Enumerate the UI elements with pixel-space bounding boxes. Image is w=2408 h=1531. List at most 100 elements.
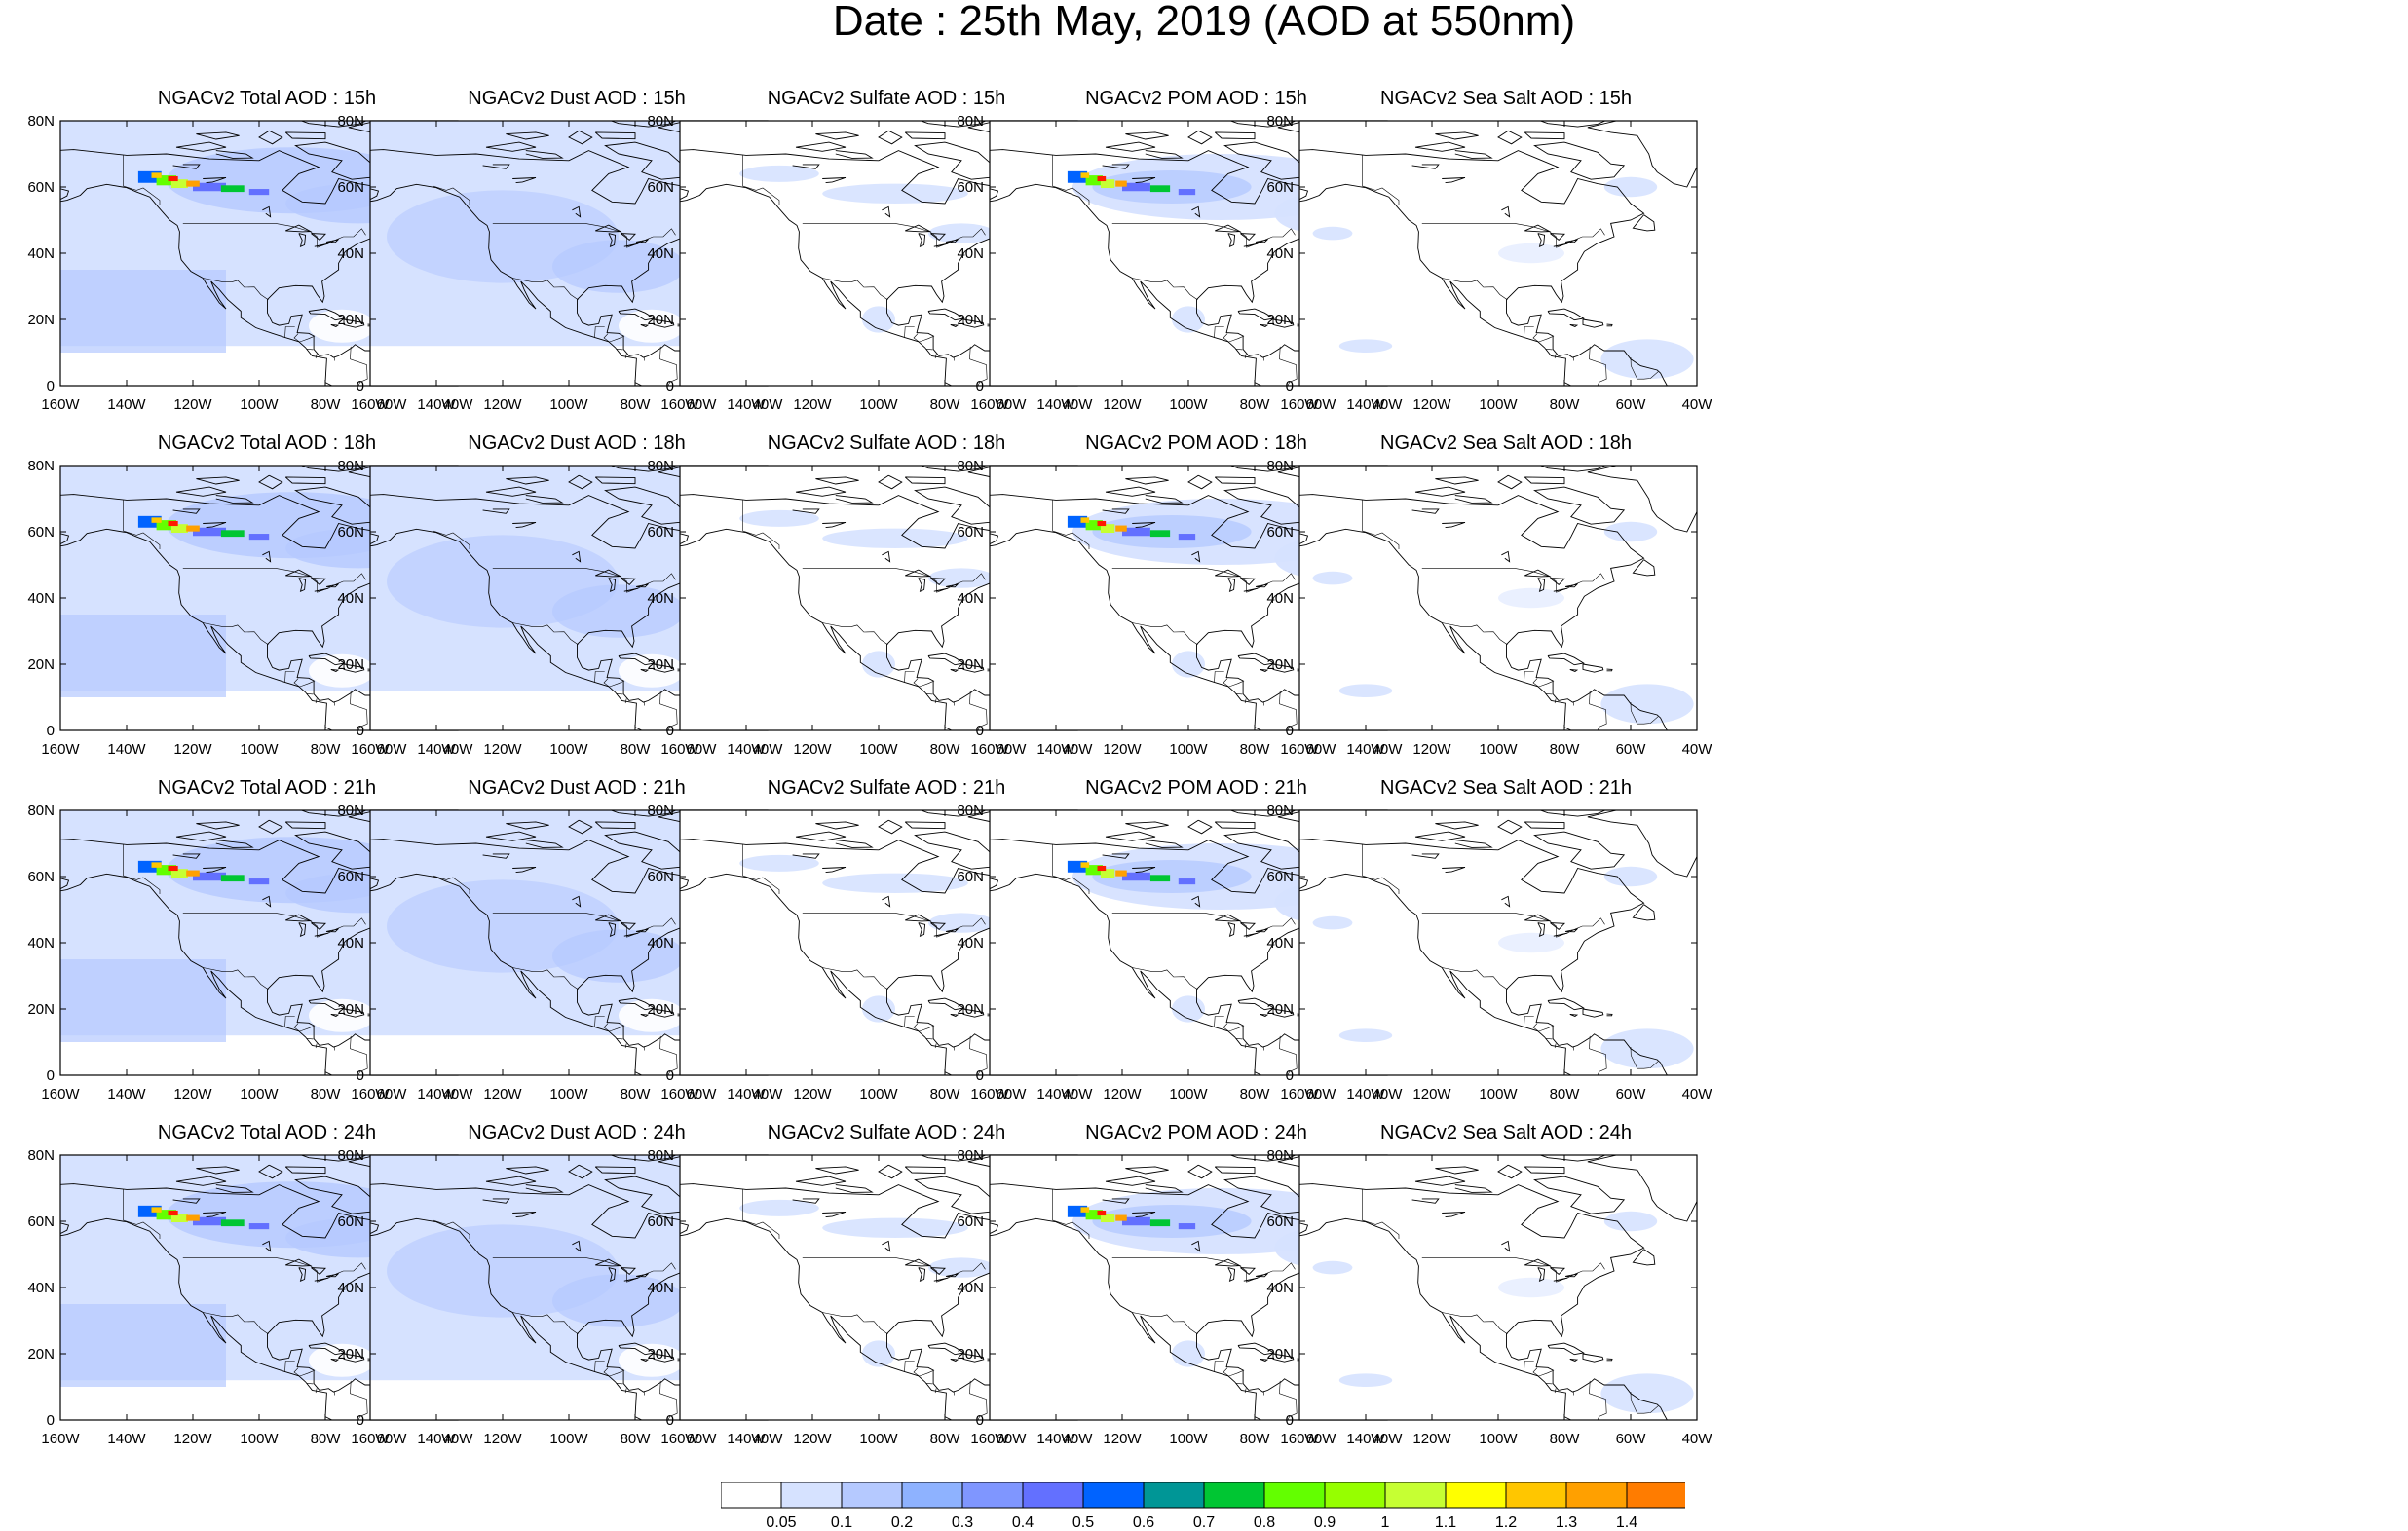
lat-label: 20N: [957, 1001, 984, 1018]
lat-label: 20N: [1266, 1001, 1294, 1018]
lat-label: 20N: [647, 1346, 674, 1363]
lon-label: 100W: [549, 1086, 588, 1102]
lat-label: 80N: [1266, 803, 1294, 819]
lon-label: 120W: [793, 1086, 832, 1102]
colorbar-swatch: [1082, 1482, 1145, 1509]
lat-label: 20N: [337, 312, 364, 328]
lon-label: 120W: [483, 1086, 522, 1102]
colorbar-label: 1.4: [1616, 1514, 1637, 1529]
colorbar-label: 1.2: [1495, 1514, 1517, 1529]
lat-label: 20N: [1266, 312, 1294, 328]
borders: [1052, 844, 1349, 1075]
colorbar-swatch: [1384, 1482, 1447, 1509]
lat-label: 20N: [27, 656, 55, 673]
lon-label: 40W: [1063, 1431, 1094, 1447]
lat-label: 80N: [27, 113, 55, 130]
lat-label: 60N: [1266, 179, 1294, 196]
lon-label: 100W: [549, 741, 588, 758]
lat-label: 60N: [1266, 1214, 1294, 1230]
panel-title: NGACv2 POM AOD : 15h: [1085, 88, 1307, 109]
colorbar-label: 0.4: [1012, 1514, 1034, 1529]
lat-label: 20N: [337, 656, 364, 673]
lon-label: 140W: [107, 741, 146, 758]
lon-label: 80W: [311, 741, 342, 758]
panel-title: NGACv2 POM AOD : 18h: [1085, 432, 1307, 454]
lon-label: 140W: [107, 396, 146, 413]
lat-label: 40N: [27, 935, 55, 952]
lon-label: 60W: [377, 1086, 408, 1102]
lat-label: 20N: [647, 312, 674, 328]
colorbar-label: 0.1: [831, 1514, 852, 1529]
borders: [1362, 844, 1659, 1075]
lon-label: 40W: [1682, 1086, 1713, 1102]
lon-label: 100W: [240, 741, 279, 758]
lon-label: 100W: [1479, 1086, 1518, 1102]
lat-label: 40N: [1266, 245, 1294, 262]
lon-label: 40W: [1682, 741, 1713, 758]
lat-label: 40N: [957, 245, 984, 262]
lat-label: 60N: [337, 179, 364, 196]
lat-label: 60N: [1266, 524, 1294, 541]
lon-label: 80W: [1240, 396, 1271, 413]
lat-label: 0: [976, 1412, 984, 1429]
lon-label: 40W: [753, 1086, 784, 1102]
lon-label: 40W: [1373, 396, 1404, 413]
lon-label: 100W: [549, 1431, 588, 1447]
lat-label: 0: [666, 1412, 674, 1429]
lat-label: 20N: [647, 1001, 674, 1018]
colorbar-swatch: [1565, 1482, 1628, 1509]
lon-label: 140W: [1036, 1431, 1075, 1447]
lat-label: 60N: [647, 869, 674, 885]
lon-label: 120W: [793, 1431, 832, 1447]
panel-title: NGACv2 Dust AOD : 21h: [468, 777, 686, 799]
lat-label: 80N: [957, 803, 984, 819]
lat-label: 20N: [957, 312, 984, 328]
colorbar-label: 1: [1381, 1514, 1390, 1529]
borders: [1362, 500, 1659, 730]
colorbar-swatch: [1143, 1482, 1205, 1509]
lon-label: 140W: [727, 1431, 766, 1447]
colorbar-label: 1.3: [1556, 1514, 1577, 1529]
lat-label: 0: [976, 1067, 984, 1084]
lon-label: 160W: [41, 396, 80, 413]
lat-label: 80N: [337, 803, 364, 819]
borders: [742, 155, 1039, 386]
lon-label: 40W: [753, 741, 784, 758]
lon-label: 80W: [1240, 1086, 1271, 1102]
lon-label: 40W: [753, 396, 784, 413]
lat-label: 40N: [1266, 590, 1294, 607]
lat-label: 40N: [337, 1280, 364, 1296]
lon-label: 120W: [1412, 741, 1451, 758]
lat-label: 40N: [1266, 935, 1294, 952]
lon-label: 140W: [1036, 741, 1075, 758]
lon-label: 80W: [1240, 1431, 1271, 1447]
lat-label: 0: [47, 723, 55, 739]
lon-label: 120W: [173, 396, 212, 413]
lon-label: 140W: [107, 1086, 146, 1102]
lat-label: 80N: [957, 458, 984, 474]
lat-label: 0: [1286, 723, 1294, 739]
lat-label: 20N: [337, 1001, 364, 1018]
lon-label: 160W: [351, 741, 390, 758]
lat-label: 60N: [957, 524, 984, 541]
panel-title: NGACv2 Sulfate AOD : 21h: [767, 777, 1006, 799]
lon-label: 60W: [1306, 1431, 1337, 1447]
lat-label: 20N: [337, 1346, 364, 1363]
colorbar: 0.05 0.1 0.2 0.3 0.4 0.5 0.6 0.7 0.8 0.9 1 1.1 1.2 1.…: [721, 1482, 1685, 1529]
lon-label: 160W: [660, 1431, 699, 1447]
lon-label: 40W: [443, 741, 474, 758]
lat-label: 0: [47, 1067, 55, 1084]
lat-label: 80N: [647, 458, 674, 474]
lat-label: 20N: [1266, 656, 1294, 673]
colorbar-label: 0.8: [1254, 1514, 1275, 1529]
lat-label: 60N: [337, 1214, 364, 1230]
lon-label: 40W: [1682, 1431, 1713, 1447]
map-panel-seasalt-2: NGACv2 Sea Salt AOD : 21h 80N 60N 40N 20N 0 16…: [1257, 777, 1755, 1108]
colorbar-swatch: [961, 1482, 1024, 1509]
lon-label: 60W: [1306, 1086, 1337, 1102]
lon-label: 60W: [687, 1086, 718, 1102]
lat-label: 40N: [1266, 1280, 1294, 1296]
lon-label: 160W: [660, 741, 699, 758]
panel-title: NGACv2 Sea Salt AOD : 21h: [1380, 777, 1632, 799]
lat-label: 20N: [27, 1001, 55, 1018]
